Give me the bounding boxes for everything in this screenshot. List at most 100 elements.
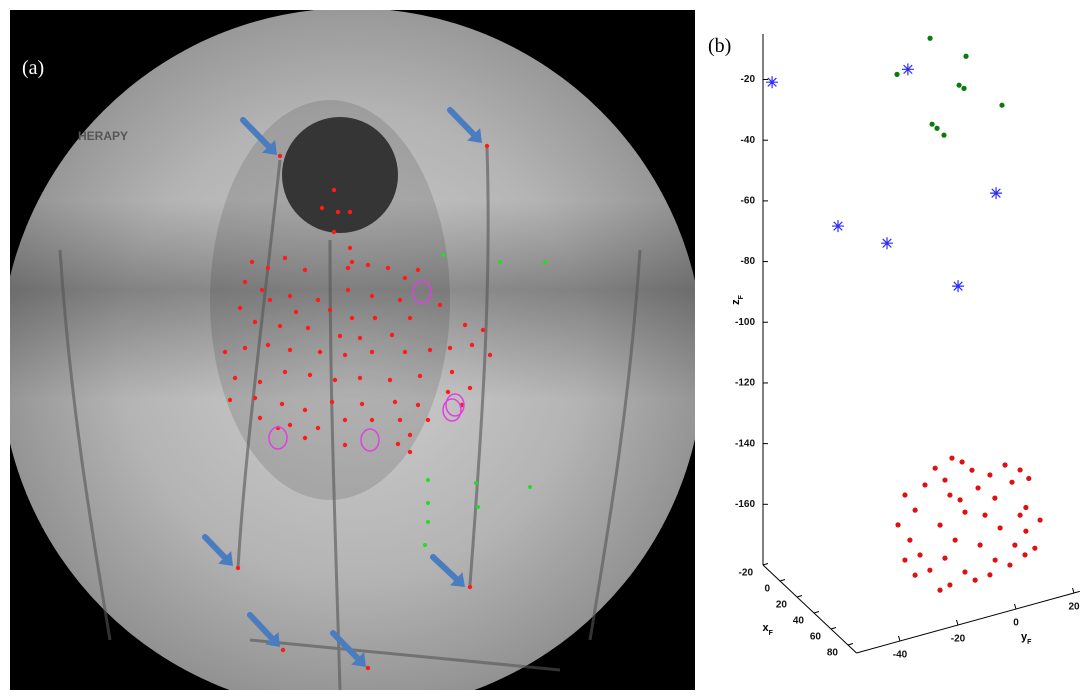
seed-dot: [266, 343, 270, 347]
seed-dot: [528, 485, 532, 489]
seed-dot: [316, 426, 320, 430]
dot-point: [987, 572, 992, 577]
y-tick: [899, 636, 901, 641]
dot-point: [1018, 513, 1023, 518]
dot-point: [1023, 505, 1028, 510]
dot-point: [941, 133, 946, 138]
seed-dot: [358, 336, 362, 340]
dot-point: [962, 510, 967, 515]
seed-dot: [332, 230, 336, 234]
asterisk-point: [881, 237, 893, 249]
x-tick-label: -20: [739, 568, 754, 579]
dot-point: [969, 468, 974, 473]
x-tick: [831, 628, 836, 630]
dot-point: [960, 459, 965, 464]
dot-point: [942, 556, 947, 561]
seed-dot: [343, 443, 347, 447]
dot-point: [1032, 546, 1037, 551]
seed-dot: [498, 260, 502, 264]
seed-dot: [426, 418, 430, 422]
dot-point: [1002, 462, 1007, 467]
seed-dot: [348, 210, 352, 214]
dot-point: [1026, 476, 1031, 481]
seed-dot: [303, 408, 307, 412]
seed-dot: [403, 350, 407, 354]
dot-point: [902, 557, 907, 562]
y-tick-label: -20: [951, 634, 966, 645]
seed-dot: [370, 350, 374, 354]
asterisk-point: [902, 63, 914, 75]
seed-dot: [543, 260, 547, 264]
dot-point: [1037, 517, 1042, 522]
seed-dot: [426, 501, 430, 505]
dot-point: [907, 537, 912, 542]
y-tick-label: -40: [893, 650, 908, 661]
dot-point: [913, 573, 918, 578]
seed-dot: [428, 348, 432, 352]
dot-point: [1022, 552, 1027, 557]
seed-dot: [360, 402, 364, 406]
dot-point: [992, 496, 997, 501]
seed-dot: [348, 246, 352, 250]
seed-dot: [398, 418, 402, 422]
seed-dot: [373, 316, 377, 320]
seed-dot: [346, 288, 350, 292]
seed-dot: [243, 346, 247, 350]
dot-point: [930, 122, 935, 127]
seed-dot: [258, 380, 262, 384]
dot-point: [977, 542, 982, 547]
asterisk-point: [766, 76, 778, 88]
seed-dot: [441, 253, 445, 257]
seed-dot: [288, 423, 292, 427]
dot-point: [961, 86, 966, 91]
seed-dot: [268, 298, 272, 302]
dot-point: [917, 552, 922, 557]
dot-point: [949, 455, 954, 460]
ylabel-axis-label-sub: F: [1027, 639, 1032, 646]
z-tick-label: -80: [741, 256, 756, 267]
seed-dot: [333, 378, 337, 382]
xray-image: HERAPY: [0, 8, 704, 696]
x-tick: [763, 564, 768, 566]
z-tick-label: -140: [735, 438, 755, 449]
seed-dot: [416, 403, 420, 407]
seed-dot: [308, 373, 312, 377]
seed-dot: [281, 648, 285, 652]
x-tick-label: 20: [776, 600, 788, 611]
z-tick-label: -20: [741, 74, 756, 85]
seed-dot: [266, 266, 270, 270]
seed-dot: [485, 144, 489, 148]
dot-point: [947, 492, 952, 497]
seed-dot: [343, 418, 347, 422]
seed-dot: [260, 288, 264, 292]
xlabel-axis-label: xF: [763, 622, 774, 637]
y-tick: [1015, 604, 1017, 609]
dot-point: [934, 126, 939, 131]
seed-dot: [393, 400, 397, 404]
panel-label: (b): [708, 35, 731, 57]
seed-dot: [450, 370, 454, 374]
dot-point: [913, 508, 918, 513]
dot-point: [957, 497, 962, 502]
dot-point: [933, 466, 938, 471]
seed-dot: [398, 298, 402, 302]
asterisk-point: [990, 187, 1002, 199]
dot-point: [1012, 543, 1017, 548]
dot-point: [927, 36, 932, 41]
seed-dot: [426, 520, 430, 524]
dot-point: [999, 103, 1004, 108]
seed-dot: [343, 353, 347, 357]
z-tick-label: -40: [741, 135, 756, 146]
dot-point: [922, 482, 927, 487]
xray-panel: HERAPY (a): [0, 8, 704, 696]
seed-dot: [278, 154, 282, 158]
seed-dot: [386, 266, 390, 270]
seed-dot: [332, 188, 336, 192]
seed-dot: [336, 210, 340, 214]
dot-point: [975, 485, 980, 490]
xray-annotation: HERAPY: [78, 129, 128, 143]
dot-point: [987, 472, 992, 477]
seed-dot: [250, 260, 254, 264]
zlabel-axis-label-sub: F: [738, 294, 745, 299]
seed-dot: [481, 328, 485, 332]
